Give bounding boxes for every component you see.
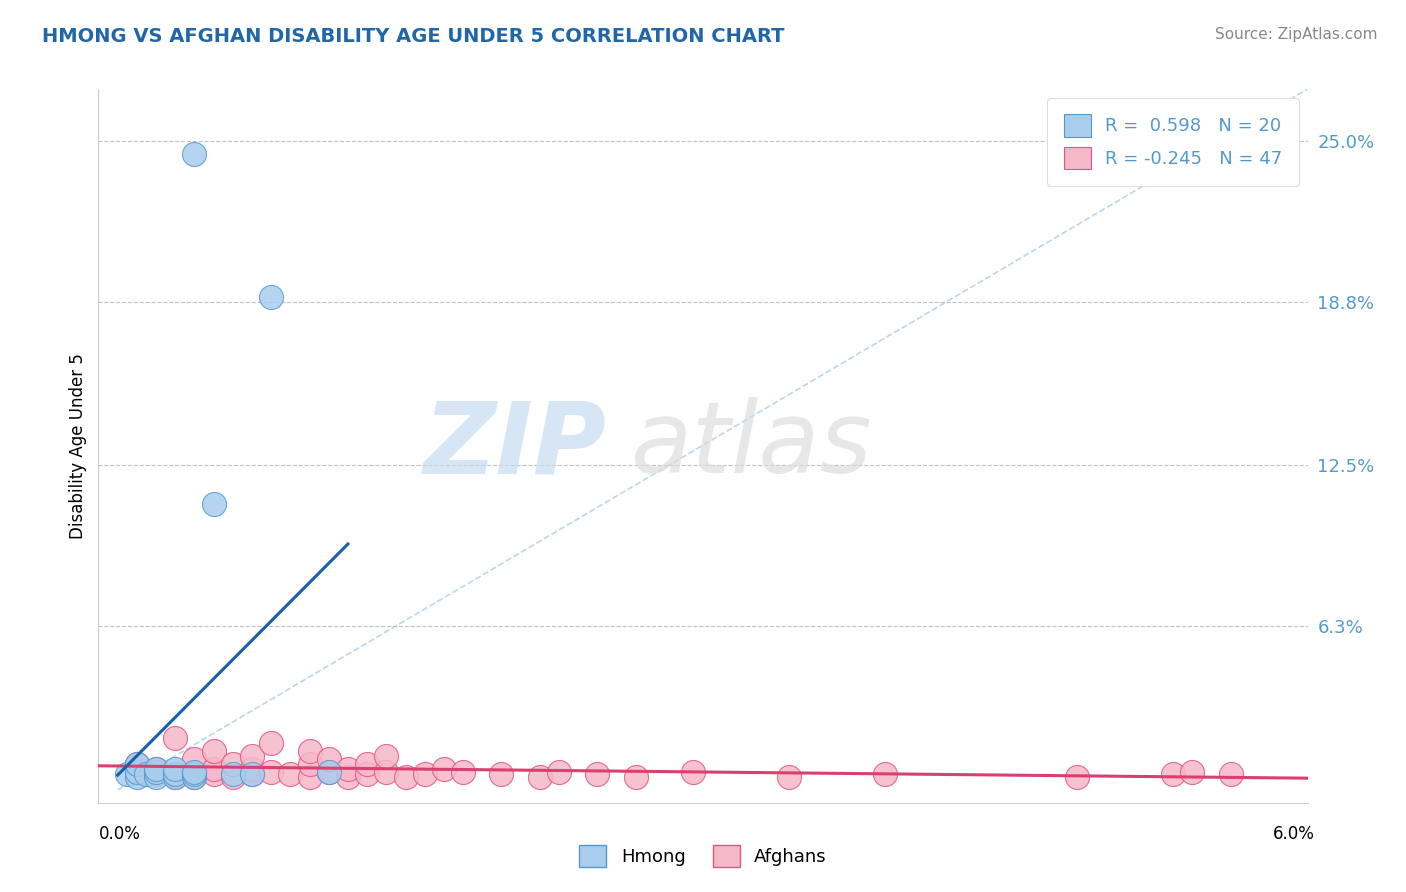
Point [165,767,187,781]
Point [318,764,340,779]
Point [165,731,187,745]
Point [1161,767,1184,781]
Point [318,764,340,779]
Point [125,756,148,771]
Point [183,764,205,779]
Point [413,767,436,781]
Point [115,767,138,781]
Point [183,752,205,766]
Point [548,764,571,779]
Point [356,767,378,781]
Point [280,767,302,781]
Legend: R =  0.598   N = 20, R = -0.245   N = 47: R = 0.598 N = 20, R = -0.245 N = 47 [1047,98,1299,186]
Point [135,767,157,781]
Point [125,764,148,779]
Point [298,770,321,784]
Y-axis label: Disability Age Under 5: Disability Age Under 5 [69,353,87,539]
Point [145,767,167,781]
Point [529,770,551,784]
Point [682,764,704,779]
Point [240,767,263,781]
Point [145,764,167,779]
Point [222,756,245,771]
Point [1066,770,1088,784]
Point [336,770,359,784]
Point [183,770,205,784]
Point [624,770,647,784]
Text: ZIP: ZIP [423,398,606,494]
Text: 0.0%: 0.0% [98,825,141,843]
Text: atlas: atlas [630,398,872,494]
Point [298,756,321,771]
Point [145,770,167,784]
Point [298,744,321,758]
Point [165,770,187,784]
Point [202,497,225,511]
Point [240,749,263,764]
Point [183,764,205,779]
Legend: Hmong, Afghans: Hmong, Afghans [572,838,834,874]
Point [145,762,167,776]
Point [394,770,416,784]
Point [183,770,205,784]
Point [336,762,359,776]
Point [125,756,148,771]
Point [240,762,263,776]
Point [433,762,456,776]
Point [491,767,513,781]
Point [222,767,245,781]
Point [183,767,205,781]
Point [202,744,225,758]
Point [165,767,187,781]
Text: 6.0%: 6.0% [1272,825,1315,843]
Point [356,756,378,771]
Text: Source: ZipAtlas.com: Source: ZipAtlas.com [1215,27,1378,42]
Point [1181,764,1204,779]
Text: HMONG VS AFGHAN DISABILITY AGE UNDER 5 CORRELATION CHART: HMONG VS AFGHAN DISABILITY AGE UNDER 5 C… [42,27,785,45]
Point [586,767,609,781]
Point [165,762,187,776]
Point [260,764,283,779]
Point [183,147,205,161]
Point [778,770,800,784]
Point [375,764,398,779]
Point [240,767,263,781]
Point [165,770,187,784]
Point [145,762,167,776]
Point [125,770,148,784]
Point [451,764,474,779]
Point [202,762,225,776]
Point [222,770,245,784]
Point [260,290,283,304]
Point [375,749,398,764]
Point [202,767,225,781]
Point [260,736,283,750]
Point [875,767,897,781]
Point [1219,767,1241,781]
Point [318,752,340,766]
